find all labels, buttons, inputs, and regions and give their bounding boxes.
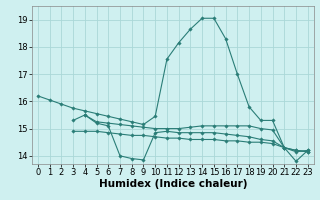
X-axis label: Humidex (Indice chaleur): Humidex (Indice chaleur) <box>99 179 247 189</box>
